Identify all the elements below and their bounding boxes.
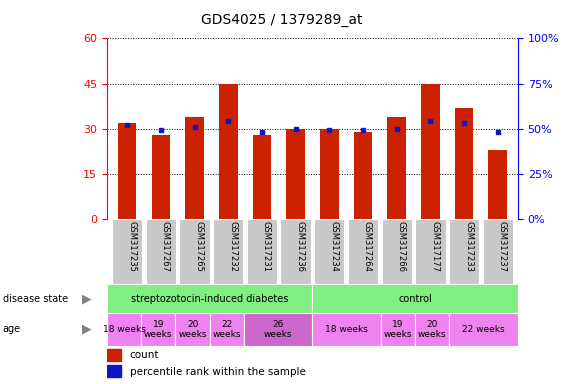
Bar [449,313,518,346]
Bar [312,313,381,346]
Bar [209,313,244,346]
Text: 20
weeks: 20 weeks [178,319,207,339]
Text: 20
weeks: 20 weeks [418,319,446,339]
Bar [107,365,122,377]
Text: GSM317236: GSM317236 [296,221,305,272]
Text: ▶: ▶ [82,292,91,305]
Bar [244,313,312,346]
Text: 22
weeks: 22 weeks [213,319,241,339]
Bar [381,313,415,346]
Text: control: control [399,293,432,304]
Text: GDS4025 / 1379289_at: GDS4025 / 1379289_at [201,13,362,27]
Text: 26
weeks: 26 weeks [264,319,292,339]
Bar [482,219,513,284]
Text: GSM317234: GSM317234 [329,221,338,272]
Text: GSM317266: GSM317266 [397,221,406,272]
Text: percentile rank within the sample: percentile rank within the sample [129,366,306,377]
Bar [312,284,518,313]
Text: ▶: ▶ [82,323,91,336]
Text: GSM317232: GSM317232 [228,221,237,272]
Bar [320,129,338,219]
Bar [146,219,176,284]
Bar [387,117,406,219]
Bar [354,132,372,219]
Bar [314,219,345,284]
Text: GSM317233: GSM317233 [464,221,473,272]
Text: age: age [3,324,21,334]
Bar [421,84,440,219]
Bar [455,108,473,219]
Text: 19
weeks: 19 weeks [144,319,173,339]
Bar [107,349,122,361]
Bar [382,219,412,284]
Text: GSM317267: GSM317267 [161,221,170,272]
Bar [415,219,445,284]
Text: GSM317265: GSM317265 [195,221,204,272]
Bar [107,313,141,346]
Bar [180,219,210,284]
Bar [141,313,176,346]
Bar [118,122,136,219]
Text: 18 weeks: 18 weeks [102,325,145,334]
Text: disease state: disease state [3,293,68,304]
Bar [151,135,170,219]
Bar [489,150,507,219]
Text: GSM317231: GSM317231 [262,221,271,272]
Text: streptozotocin-induced diabetes: streptozotocin-induced diabetes [131,293,288,304]
Text: GSM317264: GSM317264 [363,221,372,272]
Text: GSM317235: GSM317235 [127,221,136,272]
Text: 18 weeks: 18 weeks [325,325,368,334]
Bar [112,219,142,284]
Text: GSM317237: GSM317237 [498,221,507,272]
Bar [287,129,305,219]
Bar [219,84,238,219]
Text: GSM317177: GSM317177 [430,221,439,272]
Bar [348,219,378,284]
Bar [415,313,449,346]
Text: 19
weeks: 19 weeks [384,319,412,339]
Bar [280,219,311,284]
Bar [449,219,479,284]
Bar [185,117,204,219]
Bar [253,135,271,219]
Text: 22 weeks: 22 weeks [462,325,505,334]
Bar [176,313,209,346]
Bar [213,219,243,284]
Bar [107,284,312,313]
Bar [247,219,277,284]
Text: count: count [129,350,159,360]
